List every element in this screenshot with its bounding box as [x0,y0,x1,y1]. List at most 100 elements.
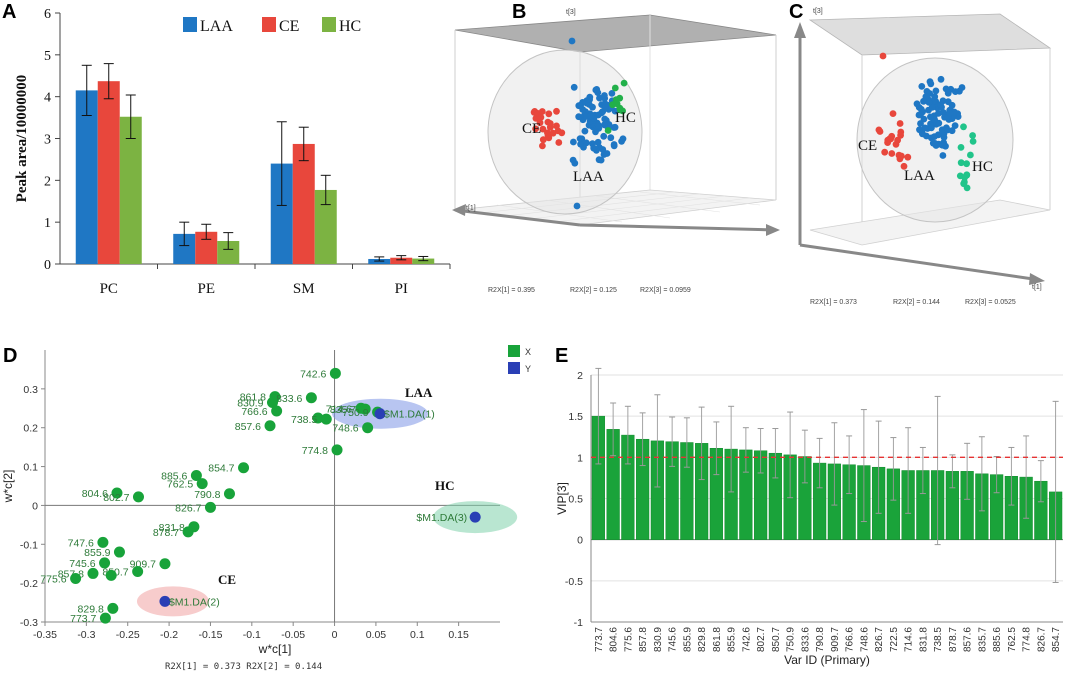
b-point-laa [597,156,605,164]
panel-d-label-laa: LAA [405,385,433,400]
b-point-laa [590,144,598,152]
b-point-laa [600,132,608,140]
d-point-label: 855.9 [84,547,110,559]
a-bar-hc [217,240,240,264]
panel-e-axes: -1 -0.5 0 0.5 1 1.5 2 VIP[3] Var ID (Primary) 773… [555,370,1063,667]
panel-c-3d-score-plot: C t[3] t[1] CE LAA HC R2X[1] = 0.373 R2X… [789,1,1052,306]
b-point-laa [579,99,586,106]
a-bar-ce [292,143,315,264]
b-point-laa [601,121,608,129]
a-legend-label-hc: HC [339,18,361,35]
panel-c-stat-2: R2X[2] = 0.144 [893,299,940,306]
d-point-label: 774.8 [302,445,328,457]
panel-a-legend: LAA CE HC [183,17,361,35]
panel-d-footer-stats: R2X[1] = 0.373 R2X[2] = 0.144 [165,662,322,672]
c-point-ce [894,136,901,144]
panel-b-floor [454,189,777,226]
panel-b-axis-t1-label: t[1] [466,205,476,212]
c-point-laa [940,134,948,141]
d-point-label: 829.8 [78,603,104,615]
c-point-laa [918,83,926,90]
d-point-x [331,444,343,456]
b-point-ce [532,125,539,133]
e-x-tick-label: 861.8 [712,627,723,652]
panel-c-axis-t1 [799,243,1041,282]
d-x-tick-label: -0.35 [33,629,57,641]
d-point-y [469,511,481,523]
panel-b-axis-t2 [579,223,777,232]
panel-e-bars [591,367,1063,583]
d-y-tick-label: 0.2 [23,423,38,435]
e-x-tick-label: 774.8 [1022,627,1033,652]
c-point-ce [888,150,896,157]
panel-d-label-ce: CE [218,572,236,587]
d-point-label: 854.7 [208,463,234,475]
b-point-ce [546,120,554,127]
panel-c-label-laa: LAA [904,168,935,184]
c-point-laa [917,105,925,113]
e-x-tick-label: 850.7 [771,627,782,652]
d-point-x [329,367,341,379]
c-point-laa [939,152,947,159]
d-point-label: 745.6 [69,558,95,570]
c-point-laa [931,140,939,147]
d-x-tick-label: -0.05 [281,629,305,641]
c-point-hc [961,178,968,186]
b-point-laa [589,103,596,111]
panel-b-top-plane [454,14,777,53]
panel-d-label-hc: HC [435,478,455,493]
b-point-laa [587,112,595,120]
d-point-x [204,501,216,513]
c-point-laa [928,103,936,111]
a-legend-swatch-hc [322,17,336,32]
panel-a-bars [75,63,435,265]
e-x-tick-label: 722.5 [889,627,900,652]
b-point-laa [577,140,584,148]
d-point-x [87,567,99,579]
panel-d-legend-y-label: Y [525,364,531,374]
b-point-laa [619,135,627,143]
a-legend-label-ce: CE [279,18,299,35]
panel-b-stat-1: R2X[1] = 0.395 [488,287,535,294]
c-point-laa [916,126,923,134]
panel-d-axes: -0.35 -0.3 -0.25 -0.2 -0.15 -0.1 -0.05 0 0.05 0.1… [1,350,500,656]
panel-b-label-ce: CE [522,121,541,137]
a-bar-laa [75,90,98,265]
e-x-tick-label: 833.6 [800,627,811,652]
panel-b-axis-t1-arrow [452,204,466,216]
d-point-x [159,558,171,570]
b-point-laa [601,115,609,123]
d-point-x [107,602,119,614]
d-point-y [374,408,386,420]
panel-c-axis-t3-label: t[3] [813,8,823,15]
d-point-x [97,536,109,548]
b-point-ce [539,125,547,133]
c-point-laa [927,80,935,88]
e-x-tick-label: 855.9 [682,627,693,652]
b-point-ce [558,129,566,137]
c-point-laa [927,113,934,121]
b-point-laa [610,142,618,150]
d-point-x [99,612,111,624]
panel-b-points [530,37,628,210]
e-y-tick-label: 0 [577,535,583,547]
e-x-tick-label: 738.5 [933,627,944,652]
c-point-laa [944,89,952,97]
a-bar-laa [270,163,293,264]
panel-b-axis-t1 [454,208,581,227]
a-y-tick-label: 2 [44,174,51,189]
d-x-tick-label: 0 [332,629,338,641]
c-point-laa [932,87,940,95]
c-point-laa [937,75,945,83]
a-bar-laa [173,233,196,264]
c-point-hc [969,138,977,145]
d-y-tick-label: 0.1 [23,462,38,474]
d-x-tick-label: -0.15 [198,629,222,641]
a-x-tick-label: PE [197,281,215,297]
c-point-laa [939,141,946,149]
d-point-x [305,392,317,404]
d-point-x [105,569,117,581]
d-point-x [113,546,125,558]
panel-c-stat-1: R2X[1] = 0.373 [810,299,857,306]
